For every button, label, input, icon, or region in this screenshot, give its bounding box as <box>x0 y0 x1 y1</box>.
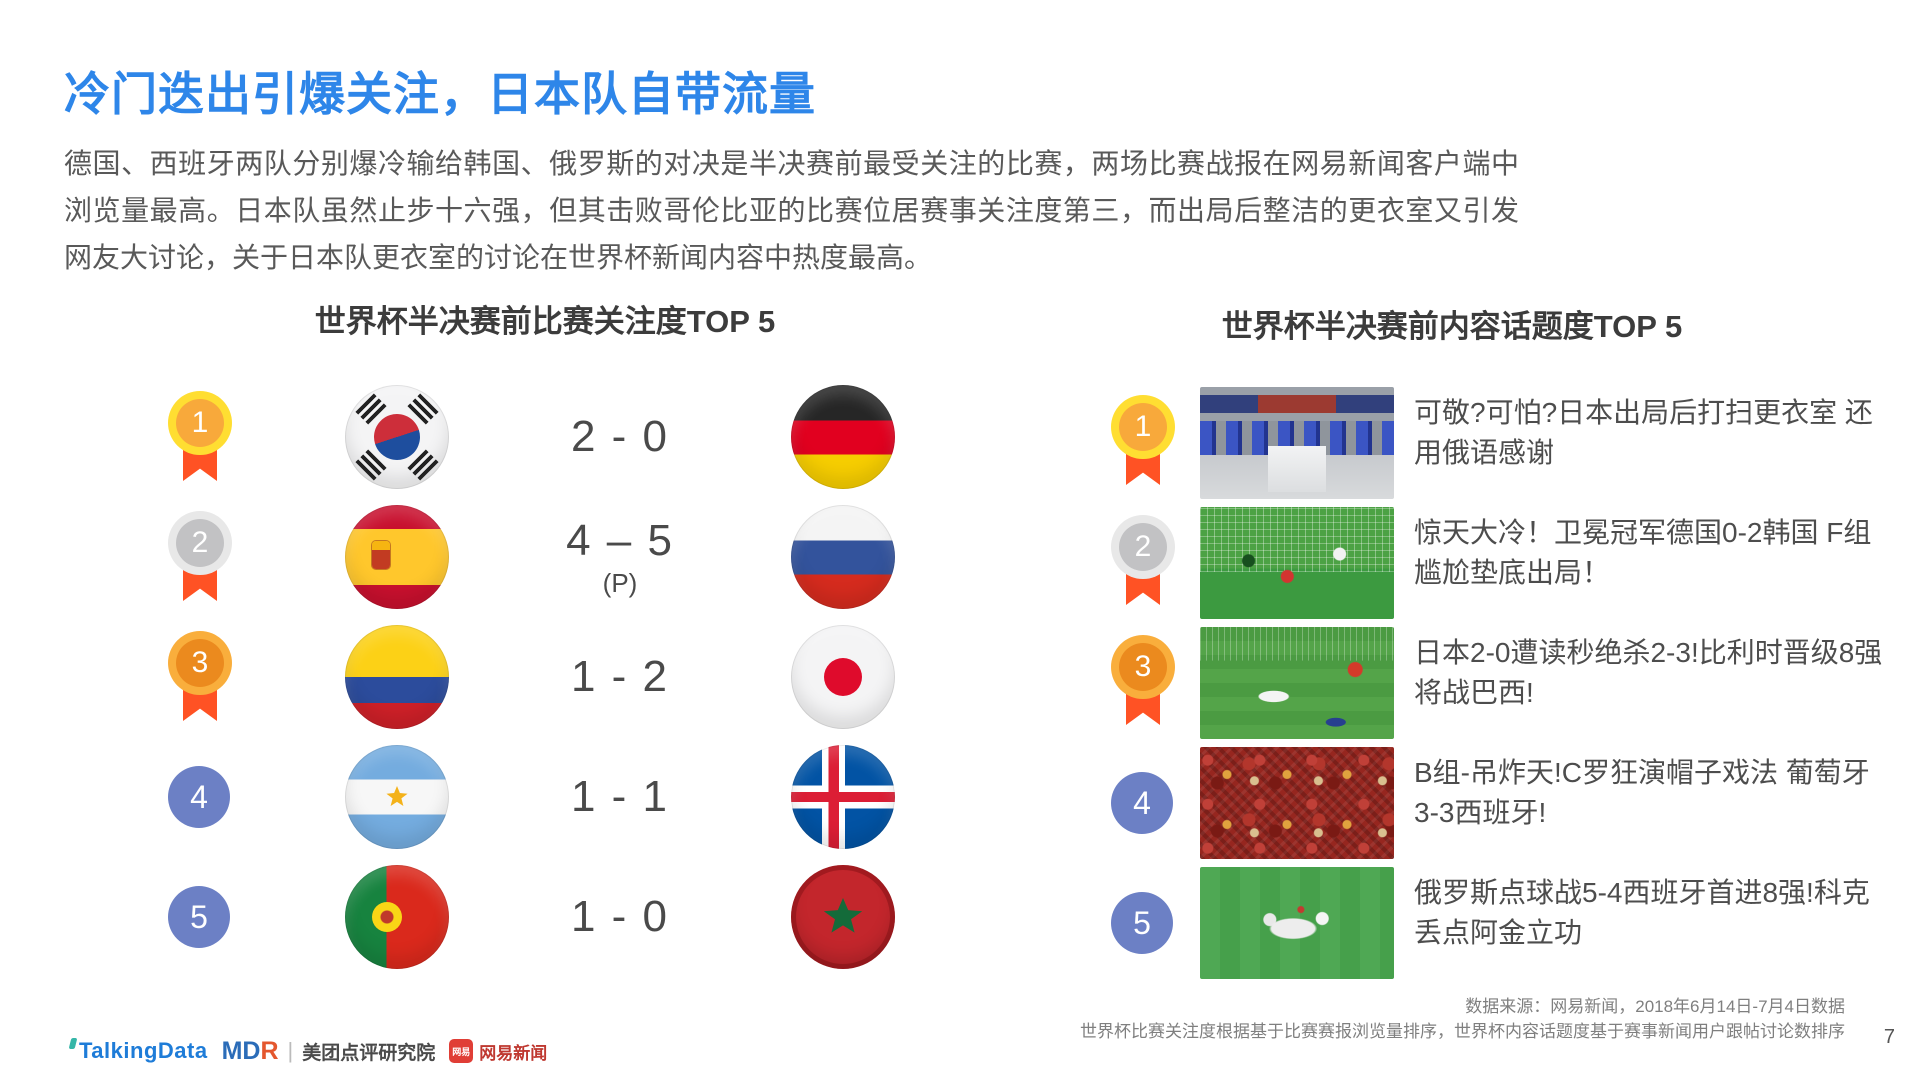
match-row-5: 5 1 - 0 <box>135 862 935 972</box>
page-number: 7 <box>1883 1026 1895 1048</box>
right-panel-title: 世界杯半决赛前内容话题度TOP 5 <box>1221 309 1683 344</box>
match-score: 1 - 1 <box>570 772 670 821</box>
talkingdata-tick-icon <box>68 1038 78 1049</box>
news-row-5: 5 俄罗斯点球战5-4西班牙首进8强!科克丢点阿金立功 <box>1080 865 1892 981</box>
mdr-letter-m: M <box>221 1036 243 1065</box>
rank-circle: 4 <box>1111 772 1173 834</box>
colombia-flag-icon <box>345 625 449 729</box>
south-korea-flag-icon <box>345 385 449 489</box>
match-row-4: 4 1 - 1 <box>135 742 935 852</box>
silver-medal-icon: 2 <box>168 511 232 607</box>
left-panel-title: 世界杯半决赛前比赛关注度TOP 5 <box>314 304 776 339</box>
rank-number: 3 <box>1119 643 1167 691</box>
argentina-sun-icon <box>386 786 408 807</box>
thumbnail-japan-locker-room <box>1200 387 1394 499</box>
thumbnail-russia-celebration <box>1200 867 1394 979</box>
news-row-3: 3 日本2-0遭读秒绝杀2-3!比利时晋级8强将战巴西! <box>1080 625 1892 741</box>
spain-flag-icon <box>345 505 449 609</box>
intro-paragraph: 德国、西班牙两队分别爆冷输给韩国、俄罗斯的对决是半决赛前最受关注的比赛，两场比赛… <box>64 148 1519 273</box>
footer-logos: TalkingData MDR | 美团点评研究院 网易 网易新闻 <box>68 1036 547 1066</box>
score-cell: 1 - 1 <box>530 742 710 852</box>
news-headline: 日本2-0遭读秒绝杀2-3!比利时晋级8强将战巴西! <box>1414 637 1883 708</box>
rank-circle: 5 <box>168 886 230 948</box>
gold-medal-icon: 1 <box>1111 395 1175 491</box>
news-row-1: 1 可敬?可怕?日本出局后打扫更衣室 还用俄语感谢 <box>1080 385 1892 501</box>
score-cell: 1 - 2 <box>530 622 710 732</box>
netease-news-wordmark: 网易新闻 <box>479 1043 548 1063</box>
rank-circle: 4 <box>168 766 230 828</box>
thumbnail-germany-korea-goal <box>1200 507 1394 619</box>
match-row-3: 3 1 - 2 <box>135 622 935 732</box>
silver-medal-icon: 2 <box>1111 515 1175 611</box>
portugal-emblem-icon <box>372 902 402 932</box>
rank-number: 3 <box>176 639 224 687</box>
rank-number: 1 <box>176 399 224 447</box>
data-source-note: 数据来源：网易新闻，2018年6月14日-7月4日数据 世界杯比赛关注度根据基于… <box>1080 994 1845 1044</box>
bronze-medal-icon: 3 <box>1111 635 1175 731</box>
match-score: 4 – 5 <box>566 515 674 565</box>
news-headline: B组-吊炸天!C罗狂演帽子戏法 葡萄牙3-3西班牙! <box>1414 757 1870 828</box>
spain-crest-icon <box>372 541 390 569</box>
japan-flag-icon <box>791 625 895 729</box>
score-cell: 4 – 5 (P) <box>530 502 710 612</box>
rank-number: 1 <box>1119 403 1167 451</box>
meituan-research-wordmark: 美团点评研究院 <box>302 1042 436 1064</box>
news-headline: 惊天大冷！卫冕冠军德国0-2韩国 F组尴尬垫底出局！ <box>1414 517 1872 588</box>
iceland-flag-icon <box>791 745 895 849</box>
netease-news-logo: 网易 网易新闻 <box>449 1039 547 1064</box>
morocco-flag-icon <box>791 865 895 969</box>
news-headline: 俄罗斯点球战5-4西班牙首进8强!科克丢点阿金立功 <box>1414 877 1870 948</box>
match-row-2: 2 4 – 5 (P) <box>135 502 935 612</box>
morocco-star-icon <box>823 898 863 933</box>
netease-badge-icon: 网易 <box>449 1039 474 1063</box>
portugal-flag-icon <box>345 865 449 969</box>
bronze-medal-icon: 3 <box>168 631 232 727</box>
score-cell: 2 - 0 <box>530 382 710 492</box>
germany-flag-icon <box>791 385 895 489</box>
mdr-letters: MDR <box>222 1037 279 1066</box>
thumbnail-japan-belgium-pitch <box>1200 627 1394 739</box>
match-row-1: 1 2 - 0 <box>135 382 935 492</box>
thumbnail-portugal-spain-fans <box>1200 747 1394 859</box>
rank-number: 2 <box>1119 523 1167 571</box>
logo-separator: | <box>287 1038 294 1063</box>
argentina-flag-icon <box>345 745 449 849</box>
mdr-letter-r: R <box>260 1036 279 1065</box>
news-row-4: 4 B组-吊炸天!C罗狂演帽子戏法 葡萄牙3-3西班牙! <box>1080 745 1892 861</box>
match-score: 1 - 0 <box>570 892 670 941</box>
source-line-1: 数据来源：网易新闻，2018年6月14日-7月4日数据 <box>1465 997 1845 1016</box>
gold-medal-icon: 1 <box>168 391 232 487</box>
match-score: 2 - 0 <box>570 412 670 461</box>
talkingdata-logo: TalkingData <box>68 1038 208 1064</box>
talkingdata-wordmark: TalkingData <box>79 1038 208 1063</box>
match-score: 1 - 2 <box>570 652 670 701</box>
score-cell: 1 - 0 <box>530 862 710 972</box>
rank-number: 2 <box>176 519 224 567</box>
rank-circle: 5 <box>1111 892 1173 954</box>
news-headline: 可敬?可怕?日本出局后打扫更衣室 还用俄语感谢 <box>1414 397 1873 468</box>
source-line-2: 世界杯比赛关注度根据基于比赛赛报浏览量排序，世界杯内容话题度基于赛事新闻用户跟帖… <box>1080 1022 1845 1041</box>
penalty-note: (P) <box>602 567 638 598</box>
russia-flag-icon <box>791 505 895 609</box>
news-row-2: 2 惊天大冷！卫冕冠军德国0-2韩国 F组尴尬垫底出局！ <box>1080 505 1892 621</box>
japan-sun-icon <box>824 658 862 696</box>
mdr-letter-d: D <box>242 1036 261 1065</box>
page-title: 冷门迭出引爆关注，日本队自带流量 <box>64 68 816 120</box>
meituan-dianping-research-logo: MDR | 美团点评研究院 <box>222 1037 436 1066</box>
